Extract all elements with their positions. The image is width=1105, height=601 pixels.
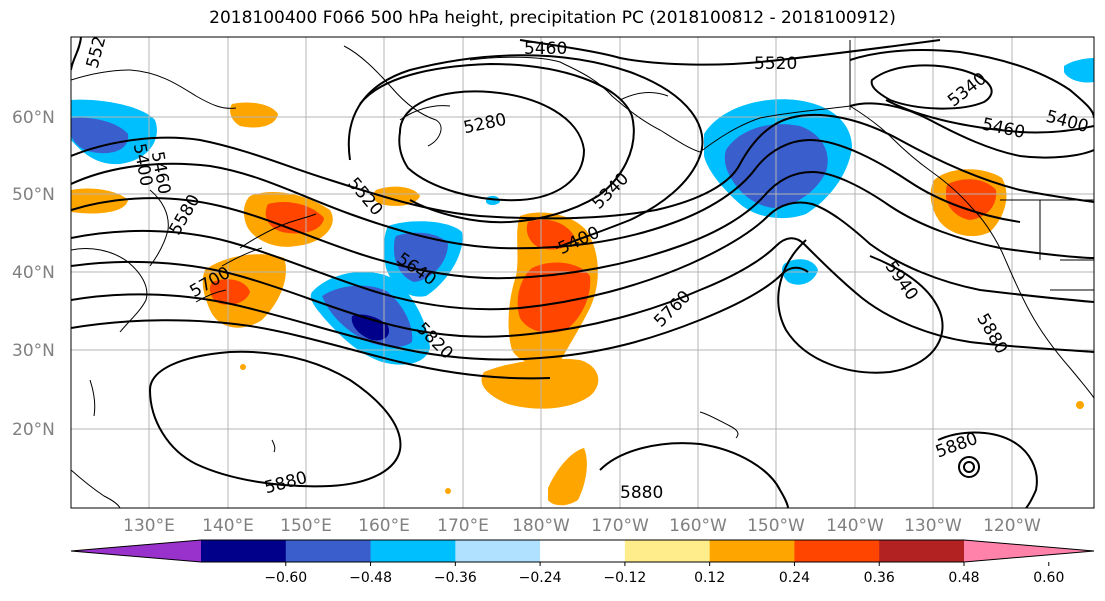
colorbar-tick-label: 0.48: [948, 570, 979, 586]
colorbar-tick-label: 0.36: [864, 570, 895, 586]
negative-anomaly-area: [71, 117, 129, 154]
positive-anomaly-area: [240, 364, 246, 370]
colorbar-tick-label: 0.60: [1033, 570, 1064, 586]
contour-label: 5880: [620, 483, 663, 503]
positive-anomaly-area: [230, 102, 278, 128]
colorbar: −0.60 −0.48 −0.36 −0.24 −0.12 0.12 0.24 0.36 0.4…: [70, 539, 1095, 586]
height-contours: [71, 37, 1094, 508]
lon-label: 130°E: [123, 516, 175, 536]
lat-label: 20°N: [12, 420, 55, 440]
lat-label: 40°N: [12, 263, 55, 283]
colorbar-tick-label: −0.48: [349, 570, 392, 586]
colorbar-segment: [201, 540, 287, 562]
positive-anomaly-area: [71, 188, 128, 214]
map-title: 2018100400 F066 500 hPa height, precipit…: [209, 8, 896, 28]
colorbar-tick-label: −0.24: [519, 570, 562, 586]
positive-anomaly-area: [517, 262, 591, 333]
negative-anomaly-area: [1064, 58, 1094, 83]
lon-label: 140°E: [202, 516, 254, 536]
positive-anomaly-area: [481, 358, 599, 409]
lon-label: 130°W: [904, 516, 962, 536]
positive-anomaly-area: [548, 448, 587, 506]
gridlines: [71, 37, 1094, 508]
colorbar-segment: [455, 540, 541, 562]
colorbar-segment: [794, 540, 880, 562]
colorbar-tick-label: −0.36: [434, 570, 477, 586]
colorbar-segment: [879, 540, 965, 562]
lat-label: 50°N: [12, 185, 55, 205]
colorbar-segment: [285, 540, 372, 562]
positive-anomaly-area: [526, 219, 574, 250]
positive-anomaly-area: [209, 279, 250, 305]
lon-label: 160°W: [669, 516, 727, 536]
map-frame: [70, 36, 1095, 509]
positive-anomaly-area: [1076, 401, 1084, 409]
colorbar-extend-min: [71, 540, 201, 562]
colorbar-extend-max: [964, 540, 1094, 562]
lon-label: 150°W: [747, 516, 805, 536]
colorbar-segment: [709, 540, 795, 562]
lat-label: 30°N: [12, 341, 55, 361]
colorbar-segment: [370, 540, 456, 562]
positive-anomaly-area: [946, 179, 997, 220]
colorbar-tick-label: −0.60: [264, 570, 307, 586]
colorbar-tick-label: 0.12: [694, 570, 725, 586]
lon-label: 120°W: [983, 516, 1041, 536]
lon-label: 170°W: [591, 516, 649, 536]
contour-label: 5520: [754, 54, 797, 74]
latitude-labels: 60°N 50°N 40°N 30°N 20°N: [12, 108, 55, 440]
colorbar-segment: [540, 540, 626, 562]
colorbar-tick-label: 0.24: [779, 570, 810, 586]
colorbar-tick-label: −0.12: [603, 570, 646, 586]
contour-label: 5460: [524, 39, 567, 59]
lon-label: 170°E: [437, 516, 489, 536]
positive-anomaly-area: [445, 488, 451, 494]
colorbar-segment: [624, 540, 711, 562]
lon-label: 150°E: [280, 516, 332, 536]
colorbar-outline: [70, 539, 1095, 563]
negative-anomaly-area: [394, 232, 448, 282]
lat-label: 60°N: [12, 108, 55, 128]
lon-label: 180°W: [512, 516, 570, 536]
longitude-labels: 130°E 140°E 150°E 160°E 170°E 180°W 170°…: [123, 516, 1041, 536]
lon-label: 140°W: [826, 516, 884, 536]
positive-anomaly-area: [373, 186, 420, 206]
lon-label: 160°E: [358, 516, 410, 536]
coastlines: [71, 40, 1094, 508]
